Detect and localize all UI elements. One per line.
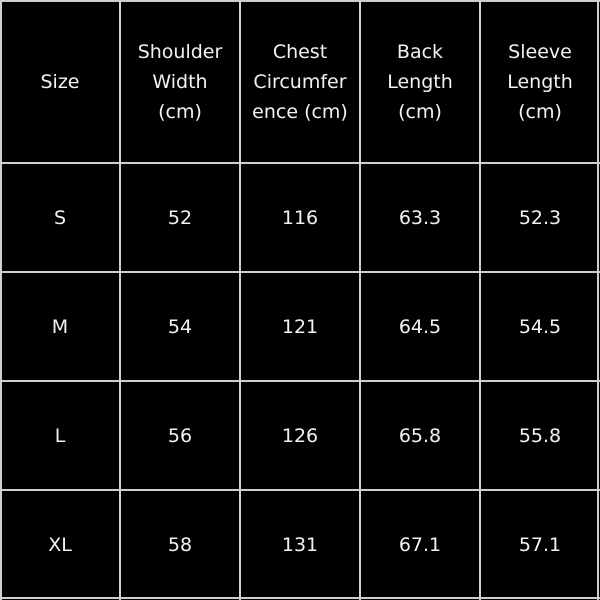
table-cell: 64.5 [360,272,480,381]
header-cell: Size [0,0,120,163]
table-cell: 67.1 [360,490,480,600]
grid-line-vertical [359,0,361,600]
cell-text: 67.1 [398,534,442,556]
cell-text: Width [152,70,208,93]
header-cell: Sleeve Length (cm) [480,0,600,163]
cell-text: S [53,206,67,229]
table-cell: 126 [240,381,360,490]
table-cell: 54 [120,272,240,381]
table-cell: 131 [240,490,360,600]
cell-text: 55.8 [518,424,562,447]
grid-line-horizontal [0,597,600,599]
cell-text: Shoulder [137,40,223,63]
table-cell: 54.5 [480,272,600,381]
table-cell: 65.8 [360,381,480,490]
size-label-cell: S [0,163,120,272]
cell-text: Chest [272,40,328,63]
cell-text: Size [40,70,80,93]
grid-line-horizontal [0,162,600,164]
table-cell: 116 [240,163,360,272]
cell-text: M [51,315,69,338]
cell-text: ence (cm) [252,100,348,123]
header-cell: Shoulder Width (cm) [120,0,240,163]
table-cell: 56 [120,381,240,490]
table-cell: 55.8 [480,381,600,490]
table-cell: 63.3 [360,163,480,272]
table-cell: 57.1 [480,490,600,600]
header-cell: Back Length (cm) [360,0,480,163]
cell-text: 52 [167,206,193,229]
cell-text: 54.5 [518,315,562,338]
cell-text: 121 [281,315,319,338]
table-cell: 52.3 [480,163,600,272]
cell-text: 56 [167,424,193,447]
size-label-cell: XL [0,490,120,600]
cell-text: Length [507,70,573,93]
grid-line-vertical [239,0,241,600]
size-label-cell: M [0,272,120,381]
cell-text: (cm) [518,100,562,123]
cell-text: 57.1 [518,534,562,556]
grid-line-vertical [119,0,121,600]
grid-line-vertical [479,0,481,600]
grid-line-vertical [0,0,2,600]
cell-text: (cm) [398,100,442,123]
size-label-cell: L [0,381,120,490]
cell-text: 116 [281,206,319,229]
cell-text: Length [387,70,453,93]
cell-text: 54 [167,315,193,338]
cell-text: (cm) [158,100,202,123]
cell-text: 58 [167,534,193,556]
cell-text: 131 [281,534,319,556]
grid-line-horizontal [0,0,600,2]
table-cell: 52 [120,163,240,272]
cell-text: Sleeve [508,40,572,63]
cell-text: 65.8 [398,424,442,447]
cell-text: L [54,424,66,447]
table-cell: 58 [120,490,240,600]
table-cell: 121 [240,272,360,381]
cell-text: 126 [281,424,319,447]
grid-line-horizontal [0,489,600,491]
cell-text: XL [48,534,72,556]
cell-text: 64.5 [398,315,442,338]
cell-text: 52.3 [518,206,562,229]
cell-text: Back [396,40,444,63]
grid-line-horizontal [0,380,600,382]
header-cell: Chest Circumfer ence (cm) [240,0,360,163]
cell-text: 63.3 [398,206,442,229]
grid-line-horizontal [0,271,600,273]
cell-text: Circumfer [253,70,347,93]
grid-line-vertical [597,0,599,600]
